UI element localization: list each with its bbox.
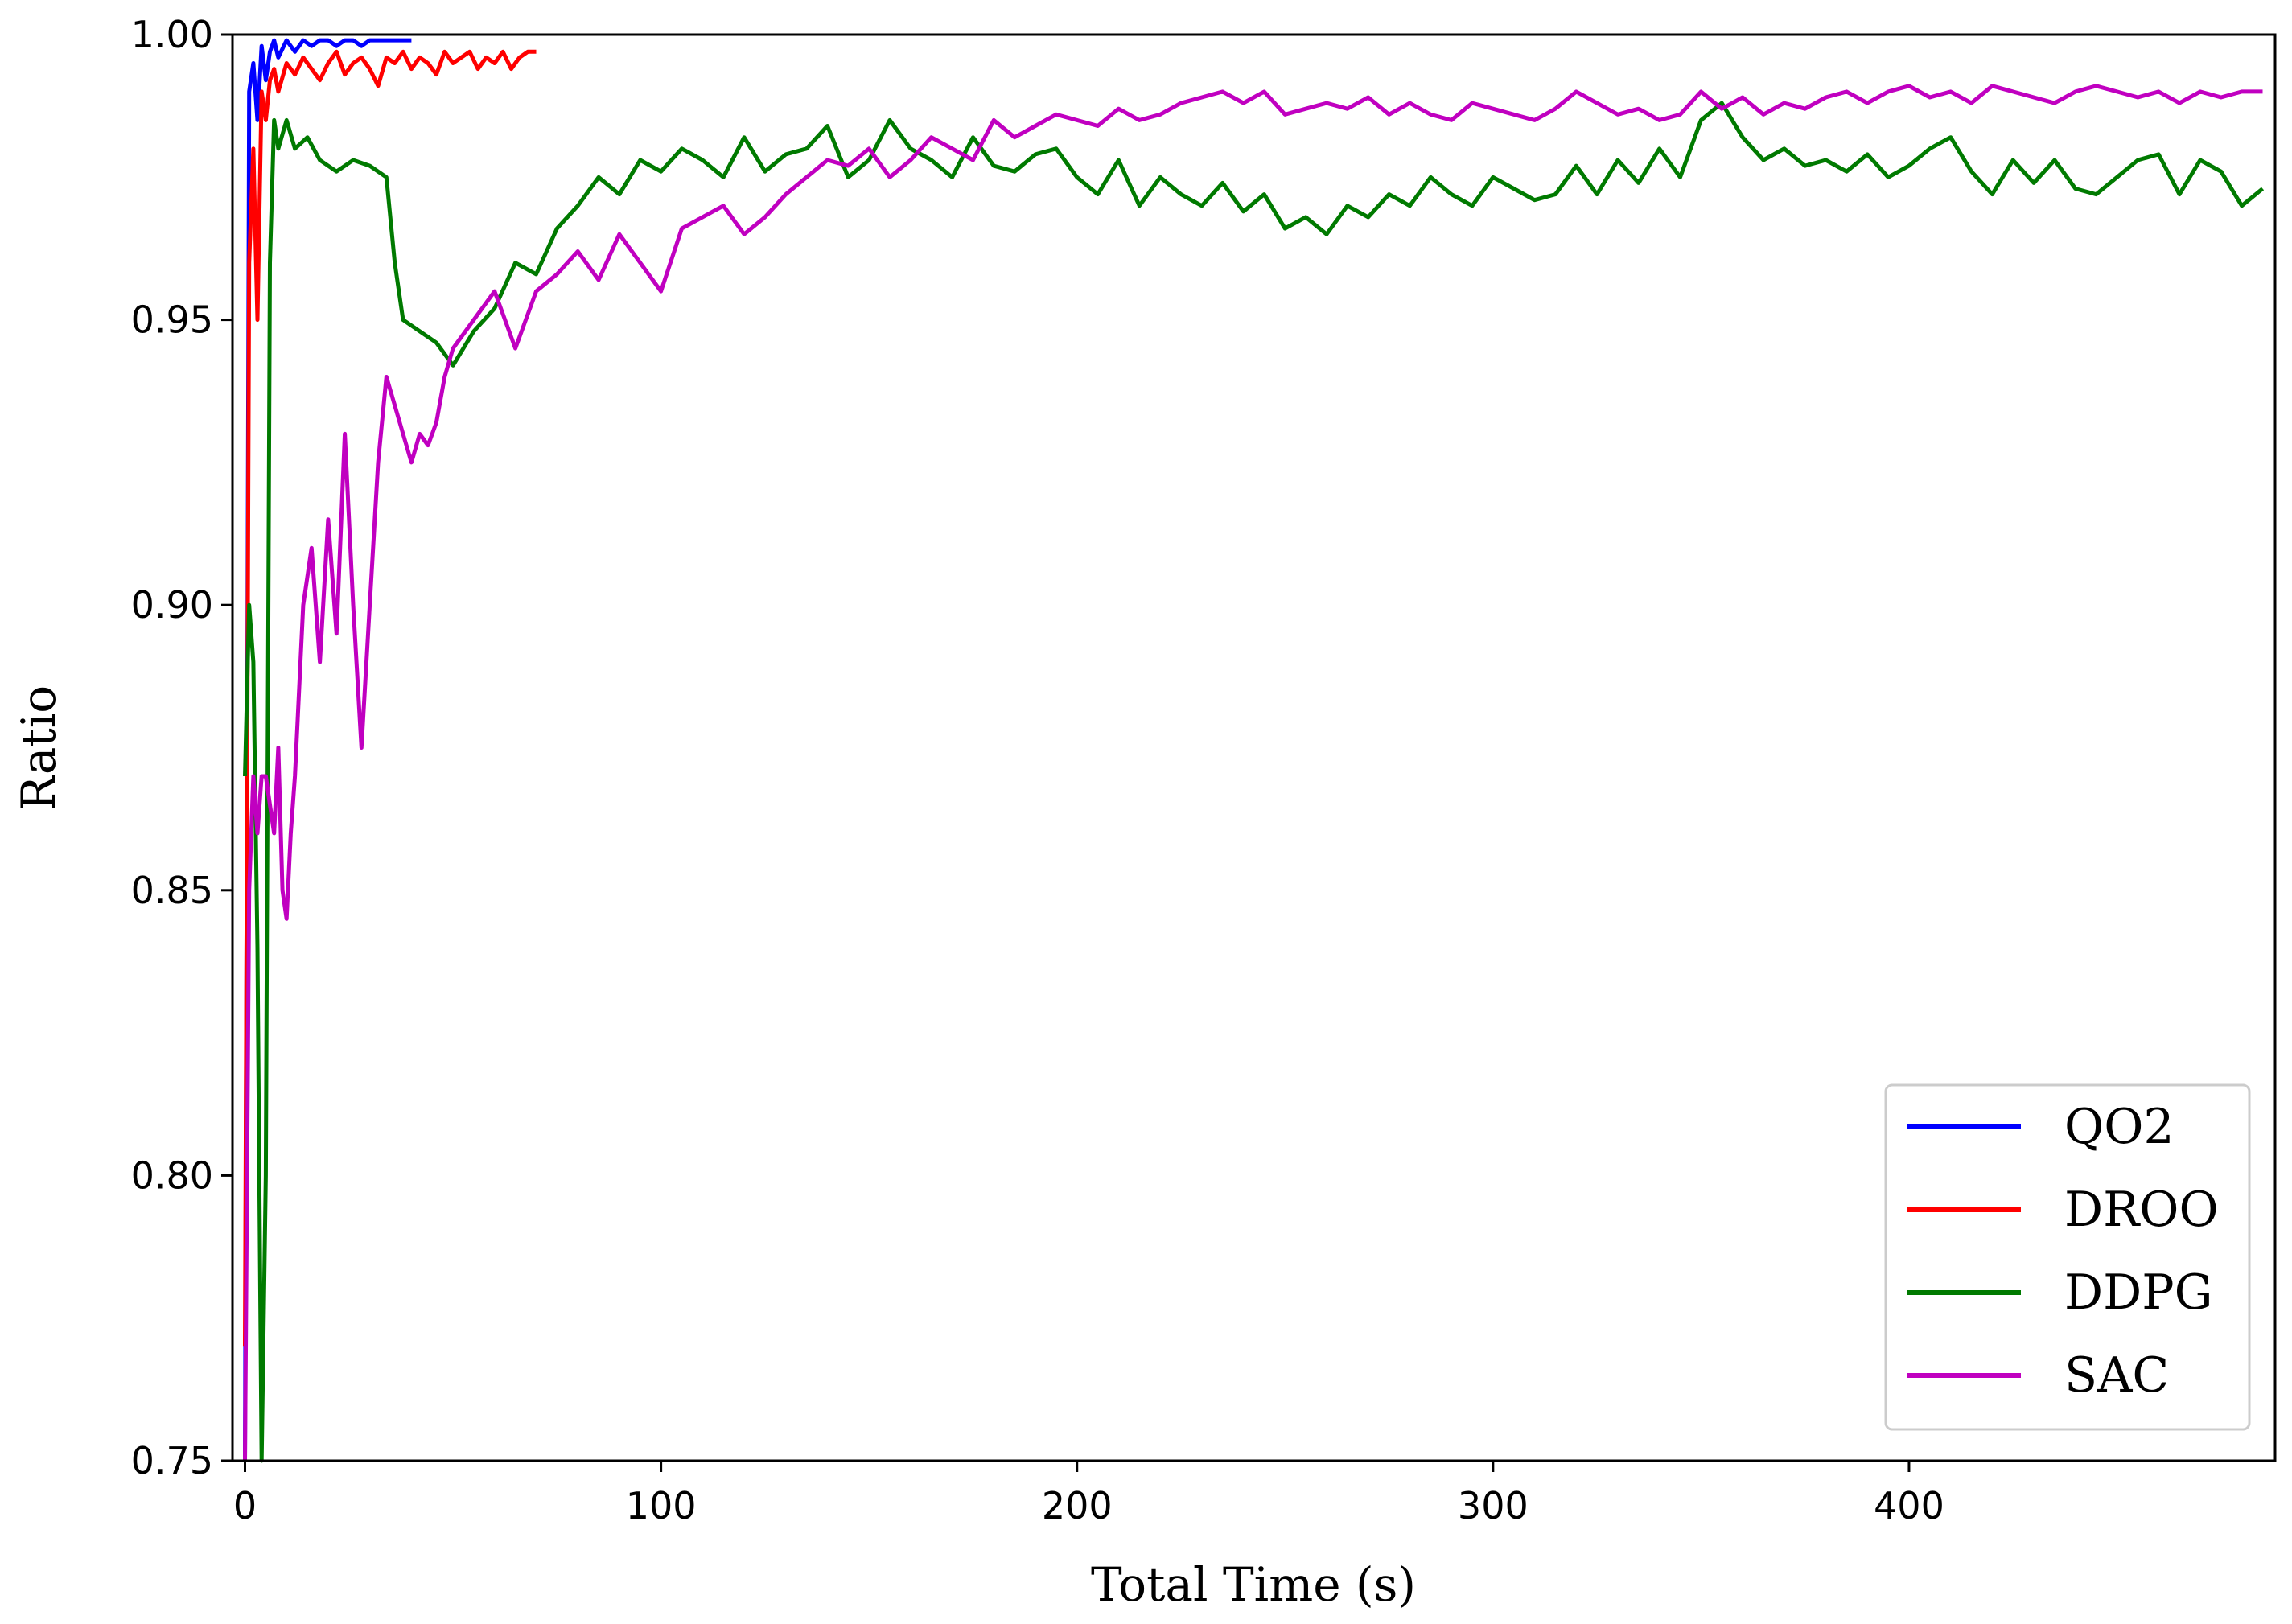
y-tick-label: 0.75 [131, 1439, 213, 1482]
x-tick-label: 400 [1874, 1484, 1944, 1527]
x-tick-label: 300 [1458, 1484, 1529, 1527]
legend-label-sac: SAC [2064, 1347, 2169, 1404]
series-line-ddpg [243, 101, 2265, 1463]
y-tick-label: 0.95 [131, 298, 213, 342]
x-tick-label: 200 [1042, 1484, 1113, 1527]
x-axis-title: Total Time (s) [1091, 1557, 1416, 1612]
y-tick-label: 1.00 [131, 13, 213, 56]
plot-lines [243, 38, 2265, 1463]
legend-label-droo: DROO [2064, 1182, 2219, 1238]
plot-area-frame [231, 33, 2277, 1462]
y-tick-label: 0.80 [131, 1153, 213, 1197]
series-line-qo2 [243, 38, 412, 1462]
x-axis-ticks: 0 100 200 300 400 [233, 1461, 1944, 1527]
y-axis-ticks: 0.75 0.80 0.85 0.90 0.95 1.00 [131, 13, 232, 1482]
y-tick-label: 0.90 [131, 583, 213, 627]
series-line-sac [243, 84, 2263, 1462]
y-tick-label: 0.85 [131, 869, 213, 912]
series-line-droo [243, 49, 537, 1347]
legend: QO2 DROO DDPG SAC [1884, 1083, 2251, 1431]
x-tick-label: 0 [233, 1484, 257, 1527]
legend-box [1884, 1083, 2251, 1431]
legend-label-qo2: QO2 [2064, 1099, 2175, 1155]
x-tick-label: 100 [626, 1484, 697, 1527]
y-axis-title: Ratio [11, 685, 66, 811]
legend-label-ddpg: DDPG [2064, 1264, 2213, 1321]
